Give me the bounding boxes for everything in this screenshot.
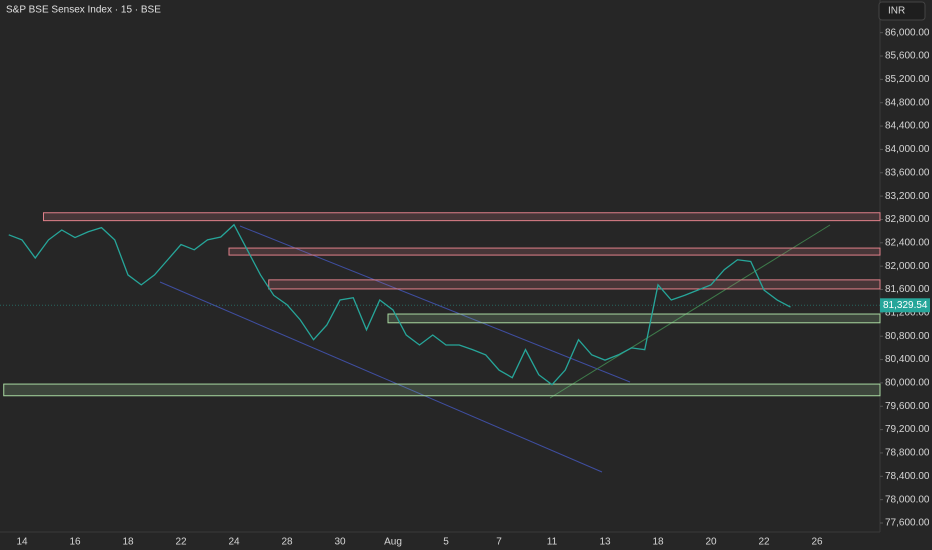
zone — [43, 212, 881, 222]
zone — [387, 313, 881, 324]
x-tick-label: 18 — [652, 537, 664, 548]
y-tick-label: 78,000.00 — [885, 494, 930, 505]
y-tick-label: 79,600.00 — [885, 401, 930, 412]
y-tick-label: 85,200.00 — [885, 74, 930, 85]
x-tick-label: 16 — [69, 537, 81, 548]
y-tick-label: 79,200.00 — [885, 424, 930, 435]
currency-button[interactable] — [878, 1, 926, 21]
y-tick-label: 84,800.00 — [885, 97, 930, 108]
x-tick-label: 13 — [599, 537, 611, 548]
x-tick-label: 11 — [547, 537, 558, 548]
x-tick-label: 14 — [16, 537, 28, 548]
y-tick-label: 84,000.00 — [885, 144, 930, 155]
y-tick-label: 86,000.00 — [885, 27, 930, 38]
x-tick-label: Aug — [384, 537, 402, 548]
y-tick-label: 77,600.00 — [885, 518, 930, 529]
y-tick-label: 82,000.00 — [885, 261, 930, 272]
y-tick-label: 78,800.00 — [885, 448, 930, 459]
y-tick-label: 82,400.00 — [885, 237, 930, 248]
price-line — [8, 223, 791, 386]
trend-line — [549, 224, 831, 399]
zone — [228, 247, 881, 256]
zone — [3, 383, 881, 397]
x-tick-label: 28 — [281, 537, 293, 548]
y-tick-label: 82,800.00 — [885, 214, 930, 225]
last-price-box — [880, 298, 930, 313]
x-tick-label: 7 — [496, 537, 502, 548]
y-tick-label: 83,200.00 — [885, 191, 930, 202]
y-tick-label: 81,200.00 — [885, 308, 930, 319]
x-tick-label: 30 — [334, 537, 346, 548]
x-tick-label: 22 — [175, 537, 187, 548]
x-tick-label: 22 — [758, 537, 770, 548]
x-tick-label: 24 — [228, 537, 240, 548]
chart-title: S&P BSE Sensex Index · 15 · BSE — [6, 5, 161, 16]
y-tick-label: 78,400.00 — [885, 471, 930, 482]
trend-line — [239, 225, 631, 383]
last-price-label: 81,329.54 — [883, 300, 928, 311]
y-tick-label: 81,600.00 — [885, 284, 930, 295]
y-tick-label: 85,600.00 — [885, 51, 930, 62]
y-tick-label: 80,000.00 — [885, 378, 930, 389]
zone — [268, 279, 881, 290]
x-tick-label: 26 — [811, 537, 823, 548]
y-tick-label: 83,600.00 — [885, 167, 930, 178]
y-tick-label: 80,400.00 — [885, 354, 930, 365]
x-tick-label: 20 — [705, 537, 717, 548]
y-tick-label: 80,800.00 — [885, 331, 930, 342]
x-tick-label: 5 — [443, 537, 449, 548]
trend-line — [159, 281, 603, 473]
x-tick-label: 18 — [122, 537, 134, 548]
y-tick-label: 84,400.00 — [885, 121, 930, 132]
currency-label[interactable]: INR — [888, 6, 905, 17]
